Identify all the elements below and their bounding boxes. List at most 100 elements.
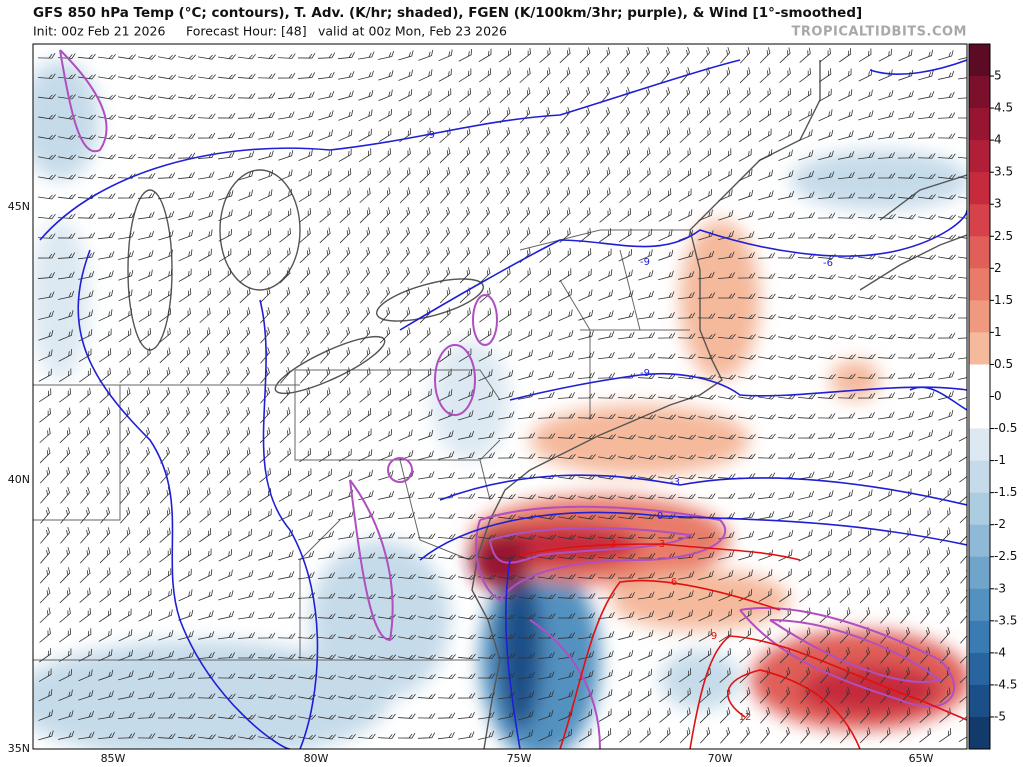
wind-barb xyxy=(320,347,331,364)
wind-barb xyxy=(677,312,696,319)
wind-barb xyxy=(320,287,331,304)
barb-shaft xyxy=(557,612,576,619)
barb-shaft xyxy=(878,488,892,502)
barb-shaft xyxy=(958,254,967,260)
wind-barb xyxy=(638,591,655,600)
wind-barb xyxy=(839,607,851,624)
wind-barb xyxy=(337,51,355,60)
wind-barb xyxy=(37,52,56,59)
barb-shaft xyxy=(399,367,412,383)
barb-shaft xyxy=(880,667,890,684)
barb-shaft xyxy=(198,209,214,221)
barb-shaft xyxy=(199,528,212,543)
wind-barb xyxy=(158,114,176,120)
wind-barb xyxy=(320,327,330,344)
barb-shaft xyxy=(239,307,251,324)
wind-barb xyxy=(640,87,650,104)
barb-shaft xyxy=(478,48,492,62)
barb-shaft xyxy=(378,511,395,520)
barb-shaft xyxy=(458,389,473,401)
barb-shaft xyxy=(919,707,931,723)
colorbar-bin xyxy=(969,492,990,526)
wind-barb xyxy=(559,207,571,224)
wind-barb xyxy=(139,347,151,363)
wind-barb xyxy=(440,267,451,284)
barb-shaft xyxy=(78,74,96,80)
barb-shaft xyxy=(358,148,372,163)
barb-shaft xyxy=(257,653,276,659)
barb-shaft xyxy=(218,528,232,542)
barb-shaft xyxy=(698,628,712,642)
wind-barb xyxy=(38,388,52,403)
wind-barb xyxy=(139,527,151,544)
barb-shaft xyxy=(718,354,736,360)
barb-shaft xyxy=(578,650,595,660)
wind-barb xyxy=(658,610,674,621)
barb-shaft xyxy=(557,433,576,439)
barb-shaft xyxy=(919,527,931,544)
barb-shaft xyxy=(400,287,411,304)
barb-shaft xyxy=(698,168,712,182)
wind-barb xyxy=(37,272,55,279)
barb-shaft xyxy=(619,147,631,164)
barb-shaft xyxy=(239,287,251,304)
wind-barb xyxy=(179,347,191,364)
wind-barb xyxy=(419,167,431,184)
barb-shaft xyxy=(178,74,196,80)
barb-shaft xyxy=(599,47,611,64)
wind-barb xyxy=(638,454,657,460)
barb-shaft xyxy=(558,494,576,500)
wind-barb xyxy=(437,471,455,480)
barb-shaft xyxy=(299,267,311,284)
barb-shaft xyxy=(180,406,190,424)
wind-barb xyxy=(698,271,715,280)
barb-shaft xyxy=(297,592,316,599)
barb-shaft xyxy=(438,68,452,82)
barb-shaft xyxy=(179,487,191,504)
barb-shaft xyxy=(278,488,292,502)
wind-barb xyxy=(438,594,457,600)
barb-shaft xyxy=(340,286,350,304)
barb-shaft xyxy=(798,150,814,161)
wind-barb xyxy=(559,47,571,64)
colorbar-tick-label: 5 xyxy=(994,69,1002,83)
barb-shaft xyxy=(397,573,416,580)
wind-barb xyxy=(938,91,955,100)
barb-shaft xyxy=(237,693,256,700)
wind-barb xyxy=(757,252,776,259)
wind-barb xyxy=(237,673,256,679)
wind-barb xyxy=(600,127,611,144)
wind-barb xyxy=(98,669,114,681)
wind-barb xyxy=(378,674,396,680)
wind-barb xyxy=(798,548,812,562)
barb-shaft xyxy=(358,428,372,442)
barb-shaft xyxy=(758,569,773,582)
barb-shaft xyxy=(400,267,410,284)
barb-shaft xyxy=(940,627,951,644)
wind-barb xyxy=(718,570,734,581)
wind-barb xyxy=(599,47,611,64)
wind-barb xyxy=(718,168,732,182)
wind-barb xyxy=(338,71,355,80)
contour-label: 0 xyxy=(657,511,663,522)
barb-shaft xyxy=(679,687,691,703)
barb-shaft xyxy=(538,494,556,500)
barb-shaft xyxy=(39,467,51,484)
wind-barb xyxy=(618,310,635,320)
wind-barb xyxy=(897,152,916,159)
wind-barb xyxy=(619,208,632,223)
barb-shaft xyxy=(678,250,694,261)
barb-shaft xyxy=(838,151,855,160)
barb-shaft xyxy=(519,267,531,283)
barb-shaft xyxy=(219,267,232,283)
wind-barb xyxy=(777,232,796,239)
wind-barb xyxy=(899,547,911,564)
wind-barb xyxy=(499,67,511,83)
wind-barb xyxy=(878,254,896,260)
barb-shaft xyxy=(899,508,912,523)
wind-barb xyxy=(420,226,430,244)
barb-shaft xyxy=(559,247,572,263)
barb-shaft xyxy=(218,54,236,60)
wind-barb xyxy=(199,528,212,543)
wind-barb xyxy=(939,507,951,523)
